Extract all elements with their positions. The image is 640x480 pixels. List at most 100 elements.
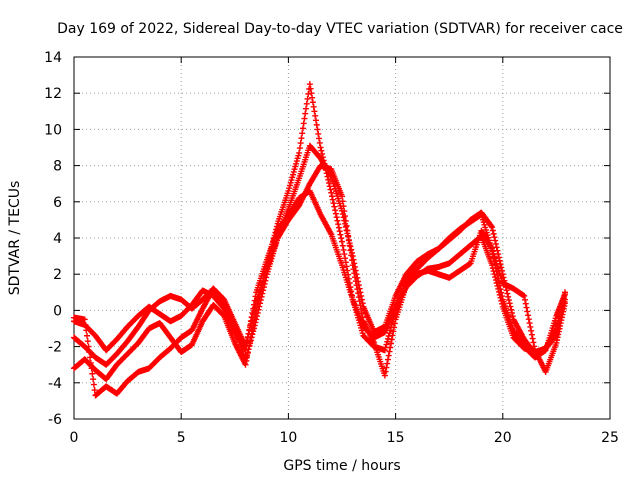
data-point-marker	[242, 361, 249, 368]
data-point-marker	[490, 230, 497, 237]
data-point-marker	[336, 228, 343, 235]
data-point-marker	[389, 332, 396, 339]
data-point-marker	[344, 227, 351, 234]
data-point-marker	[498, 289, 505, 296]
data-point-marker	[385, 352, 392, 359]
data-point-marker	[81, 316, 88, 323]
data-point-marker	[339, 238, 345, 245]
data-point-marker	[509, 313, 516, 320]
data-point-marker	[352, 274, 359, 281]
data-point-marker	[286, 182, 293, 189]
data-point-marker	[493, 244, 500, 251]
data-point-marker	[311, 108, 318, 115]
x-tick-label: 0	[70, 430, 79, 446]
data-point-marker	[309, 99, 316, 106]
data-point-marker	[243, 357, 250, 364]
data-point-marker	[331, 203, 338, 210]
y-tick-label: 8	[53, 159, 62, 175]
data-point-marker	[247, 324, 254, 331]
data-point-marker	[492, 240, 499, 247]
x-tick-label: 20	[494, 430, 512, 446]
data-point-marker	[87, 359, 94, 366]
data-point-marker	[293, 158, 300, 165]
x-tick-label: 10	[279, 430, 297, 446]
data-point-marker	[291, 166, 298, 173]
data-point-marker	[313, 121, 320, 128]
data-point-marker	[303, 100, 310, 107]
data-point-marker	[252, 301, 259, 308]
data-point-marker	[90, 376, 97, 383]
data-point-marker	[381, 372, 388, 379]
data-point-marker	[325, 176, 332, 183]
data-point-marker	[288, 177, 295, 184]
data-point-marker	[287, 179, 294, 186]
data-point-marker	[345, 237, 352, 244]
data-point-marker	[488, 223, 495, 230]
y-tick-label: 14	[44, 50, 62, 66]
y-tick-label: 10	[44, 122, 62, 138]
data-point-marker	[342, 224, 349, 231]
data-point-marker	[524, 308, 531, 315]
data-point-marker	[83, 327, 90, 334]
data-point-marker	[489, 227, 496, 234]
data-point-marker	[340, 246, 347, 253]
data-point-marker	[343, 263, 350, 270]
data-point-marker	[289, 174, 296, 181]
data-point-marker	[505, 297, 512, 304]
data-point-marker	[388, 336, 395, 343]
data-point-marker	[323, 170, 330, 177]
data-point-marker	[251, 304, 258, 311]
data-point-marker	[345, 271, 352, 278]
data-point-marker	[348, 246, 355, 253]
data-point-marker	[304, 95, 311, 102]
data-point-marker	[348, 288, 355, 295]
data-point-marker	[350, 266, 357, 273]
data-point-marker	[316, 139, 323, 146]
data-point-marker	[247, 338, 254, 345]
data-point-marker	[507, 303, 514, 310]
data-point-marker	[341, 251, 348, 258]
data-point-marker	[357, 302, 364, 309]
data-point-marker	[312, 112, 319, 119]
y-tick-label: -4	[48, 376, 62, 392]
data-point-marker	[338, 235, 345, 242]
data-point-marker	[298, 135, 305, 142]
data-point-marker	[324, 173, 331, 180]
data-point-marker	[525, 312, 532, 319]
data-point-marker	[301, 115, 308, 122]
data-point-marker	[358, 310, 365, 317]
data-point-marker	[382, 368, 389, 375]
data-point-marker	[346, 242, 353, 249]
data-point-marker	[342, 255, 349, 262]
data-point-marker	[325, 180, 332, 187]
data-point-marker	[386, 348, 393, 355]
data-point-marker	[248, 317, 255, 324]
data-point-marker	[342, 259, 349, 266]
data-point-marker	[91, 387, 98, 394]
data-point-marker	[333, 214, 340, 221]
data-point-marker	[247, 320, 254, 327]
data-point-marker	[341, 208, 348, 215]
data-point-marker	[85, 343, 92, 350]
data-point-marker	[340, 203, 347, 210]
data-point-marker	[523, 304, 530, 311]
y-axis-label: SDTVAR / TECUs	[7, 181, 23, 296]
x-tick-label: 25	[601, 430, 619, 446]
data-point-marker	[530, 339, 537, 346]
data-point-marker	[352, 278, 359, 285]
data-point-marker	[270, 238, 277, 245]
data-point-marker	[330, 200, 337, 207]
data-point-marker	[497, 286, 504, 293]
data-point-marker	[505, 293, 512, 300]
data-point-marker	[335, 224, 342, 231]
data-point-marker	[383, 364, 390, 371]
x-tick-label: 5	[177, 430, 186, 446]
data-point-marker	[488, 244, 495, 251]
data-point-marker	[504, 290, 511, 297]
data-point-marker	[386, 330, 393, 337]
data-point-marker	[319, 154, 326, 161]
data-point-marker	[245, 346, 252, 353]
data-point-marker	[296, 145, 303, 152]
data-point-marker	[346, 279, 353, 286]
data-point-marker	[293, 160, 300, 167]
